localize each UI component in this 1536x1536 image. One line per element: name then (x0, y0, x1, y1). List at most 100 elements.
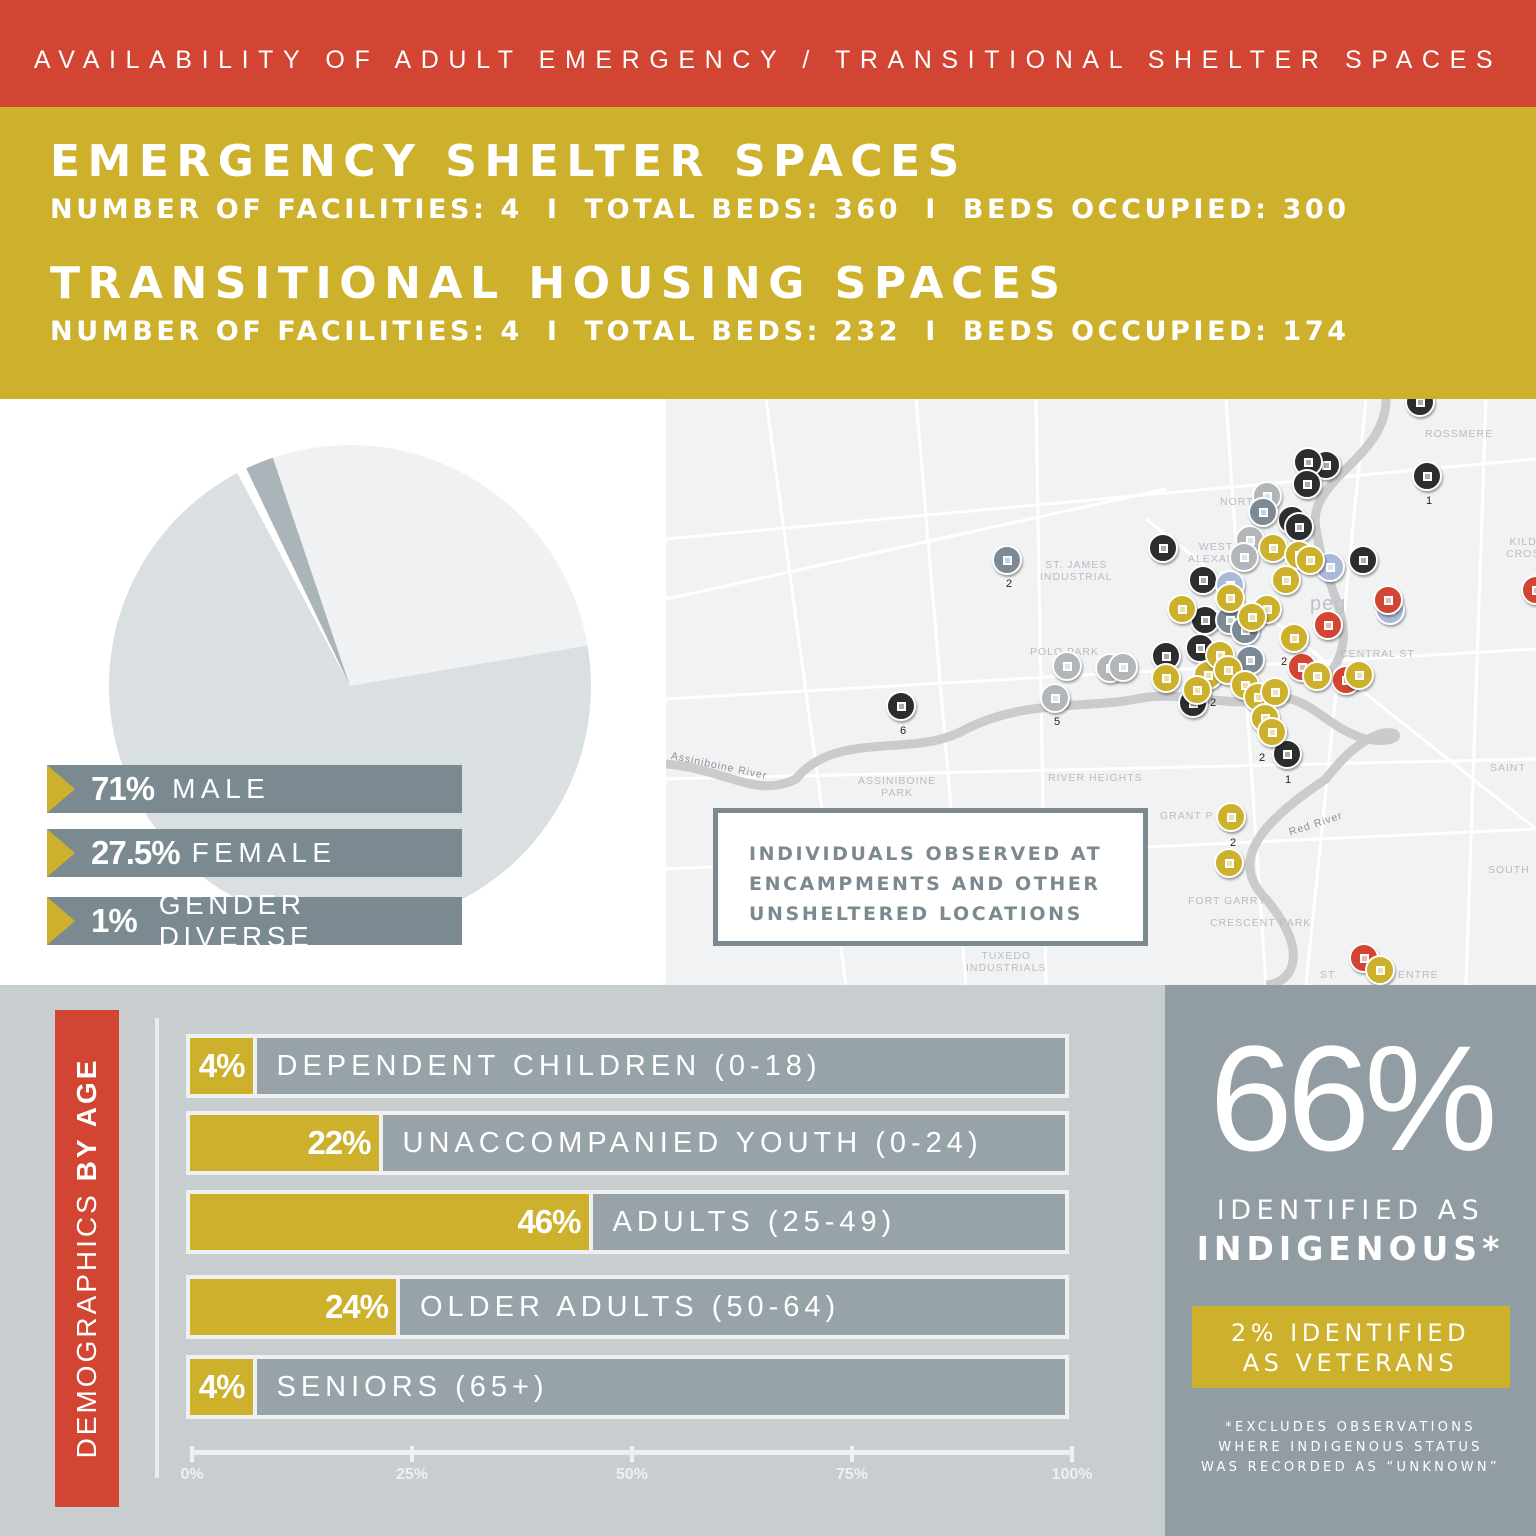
square-icon (1050, 693, 1060, 703)
map-marker-gray[interactable] (1229, 542, 1259, 572)
map-marker-gold[interactable] (1257, 717, 1287, 747)
age-bar-label: SENIORS (65+) (276, 1370, 549, 1403)
separator: I (546, 316, 561, 347)
map-place-label: ASSINIBOINE PARK (858, 775, 937, 799)
square-icon (1223, 665, 1233, 675)
square-icon (1415, 399, 1425, 407)
map-marker-black[interactable] (1412, 461, 1442, 491)
map-marker-gold[interactable] (1237, 602, 1267, 632)
cluster-count: 2 (1230, 837, 1237, 849)
x-tick-label: 0% (180, 1466, 204, 1483)
square-icon (1312, 671, 1322, 681)
x-tick-label: 100% (1051, 1466, 1093, 1483)
transitional-beds-occupied: BEDS OCCUPIED: 174 (962, 316, 1350, 347)
legend-female: 27.5% FEMALE (47, 829, 462, 877)
cluster-count: 6 (900, 725, 907, 737)
square-icon (1195, 643, 1205, 653)
map-marker-black[interactable] (1348, 545, 1378, 575)
map-marker-gold[interactable] (1344, 660, 1374, 690)
road (1464, 399, 1488, 985)
map-marker-gold[interactable] (1295, 545, 1325, 575)
indigenous-panel: 66% IDENTIFIED AS INDIGENOUS* 2% IDENTIF… (1165, 985, 1536, 1536)
x-tick (850, 1446, 854, 1462)
age-bar-fill: 22% (190, 1115, 383, 1171)
age-bar: 24% OLDER ADULTS (50-64) (186, 1275, 1069, 1339)
age-bar-fill: 4% (190, 1359, 257, 1415)
x-tick (630, 1446, 634, 1462)
road (666, 757, 1536, 781)
road (666, 457, 1536, 541)
age-bar-label: UNACCOMPANIED YOUTH (0-24) (402, 1126, 983, 1159)
veterans-line1: 2% IDENTIFIED (1230, 1319, 1471, 1347)
map-marker-gray[interactable] (1052, 651, 1082, 681)
map-marker-gold[interactable] (1302, 661, 1332, 691)
map-place-label: FORT GARRY (1188, 895, 1267, 907)
map-place-label: ROSSMERE (1425, 428, 1494, 440)
x-tick (190, 1446, 194, 1462)
female-pct: 27.5% (91, 834, 181, 871)
age-bar-fill: 24% (190, 1279, 400, 1335)
map-marker-gold[interactable] (1151, 663, 1181, 693)
square-icon (1239, 552, 1249, 562)
map-marker-black[interactable] (1405, 399, 1435, 417)
square-icon (1177, 604, 1187, 614)
map-marker-gold[interactable] (1271, 565, 1301, 595)
square-icon (1224, 858, 1234, 868)
map-marker-black[interactable] (886, 691, 916, 721)
x-tick-label: 50% (615, 1466, 649, 1483)
x-tick-label: 25% (395, 1466, 429, 1483)
map-marker-gray[interactable] (1040, 683, 1070, 713)
footnote: *EXCLUDES OBSERVATIONS WHERE INDIGENOUS … (1165, 1418, 1536, 1478)
x-tick (410, 1446, 414, 1462)
female-label: FEMALE (191, 837, 337, 868)
cluster-count: 2 (1006, 578, 1013, 590)
map-marker-black[interactable] (1188, 565, 1218, 595)
square-icon (1375, 965, 1385, 975)
map-marker-gray[interactable] (1108, 652, 1138, 682)
gender-diverse-pct: 1% (91, 902, 138, 939)
map-caption-line: INDIVIDUALS OBSERVED AT (749, 843, 1103, 865)
map-marker-gold[interactable] (1216, 802, 1246, 832)
map-place-label: peg (1310, 593, 1347, 615)
square-icon (1198, 575, 1208, 585)
map-marker-red[interactable] (1313, 610, 1343, 640)
map-marker-black[interactable] (1292, 469, 1322, 499)
square-icon (896, 701, 906, 711)
map-marker-gold[interactable] (1365, 955, 1395, 985)
map-marker-gold[interactable] (1167, 594, 1197, 624)
map-marker-black[interactable] (1284, 512, 1314, 542)
square-icon (1062, 661, 1072, 671)
map-marker-gold[interactable] (1214, 848, 1244, 878)
map-marker-red[interactable] (1373, 585, 1403, 615)
square-icon (1303, 457, 1313, 467)
square-icon (1161, 673, 1171, 683)
footnote-line: *EXCLUDES OBSERVATIONS (1225, 1420, 1476, 1435)
x-tick (1070, 1446, 1074, 1462)
triangle-icon (47, 829, 75, 877)
age-bar-value: 46% (517, 1203, 581, 1240)
square-icon (1531, 585, 1536, 595)
map-marker-slate[interactable] (1248, 497, 1278, 527)
map-place-label: SAINT (1490, 762, 1526, 774)
age-bar-label: DEPENDENT CHILDREN (0-18) (276, 1049, 822, 1082)
pie-slice-gender-diverse (246, 457, 350, 686)
cluster-count: 1 (1285, 774, 1292, 786)
map-place-label: TUXEDO INDUSTRIALS (966, 950, 1047, 974)
page-title: AVAILABILITY OF ADULT EMERGENCY / TRANSI… (33, 46, 1503, 74)
map-marker-slate[interactable] (992, 545, 1022, 575)
square-icon (1282, 749, 1292, 759)
square-icon (1270, 687, 1280, 697)
age-bar: 46% ADULTS (25-49) (186, 1190, 1069, 1254)
map-place-label: ST. (1320, 969, 1339, 981)
age-bar-fill: 4% (190, 1038, 257, 1094)
square-icon (1158, 543, 1168, 553)
map-marker-gold[interactable] (1279, 623, 1309, 653)
separator: I (546, 194, 561, 225)
cluster-count: 5 (1054, 716, 1061, 728)
indigenous-pct: 66% (1209, 1014, 1497, 1182)
cluster-count: 2 (1210, 697, 1217, 709)
map-marker-gold[interactable] (1182, 675, 1212, 705)
map-place-label: ENTRE (1398, 969, 1439, 981)
map-marker-black[interactable] (1148, 533, 1178, 563)
